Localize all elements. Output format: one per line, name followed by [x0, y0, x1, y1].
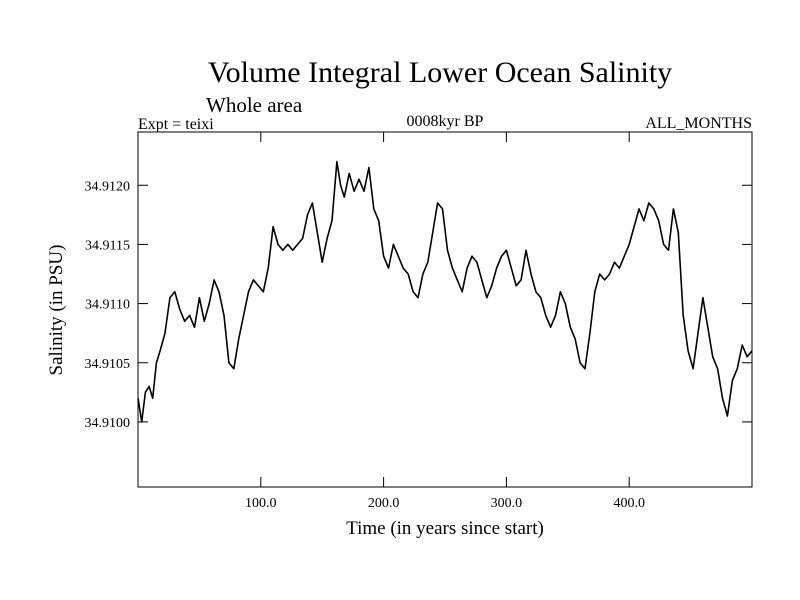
plot-frame — [137, 131, 753, 488]
y-axis: 34.9100 34.9105 34.9110 34.9115 34.9120 — [85, 179, 752, 431]
y-tick-label: 34.9100 — [85, 416, 131, 431]
x-axis-label: Time (in years since start) — [346, 518, 544, 539]
annotation-months: ALL_MONTHS — [645, 115, 752, 132]
y-tick-label: 34.9105 — [85, 357, 131, 372]
y-tick-label: 34.9110 — [85, 298, 130, 313]
y-tick-label: 34.9115 — [85, 238, 130, 253]
x-axis: 100.0 200.0 300.0 400.0 — [245, 132, 645, 511]
annotation-experiment: Expt = teixi — [138, 116, 214, 133]
y-axis-label: Salinity (in PSU) — [46, 245, 67, 376]
x-tick-label: 100.0 — [245, 496, 277, 511]
annotation-period: 0008kyr BP — [407, 113, 484, 130]
x-tick-label: 400.0 — [613, 496, 645, 511]
y-tick-label: 34.9120 — [85, 179, 131, 194]
chart-title: Volume Integral Lower Ocean Salinity — [208, 56, 672, 89]
salinity-series-line — [137, 160, 753, 423]
x-tick-label: 300.0 — [491, 496, 523, 511]
chart-subtitle: Whole area — [206, 93, 303, 117]
x-tick-label: 200.0 — [368, 496, 400, 511]
